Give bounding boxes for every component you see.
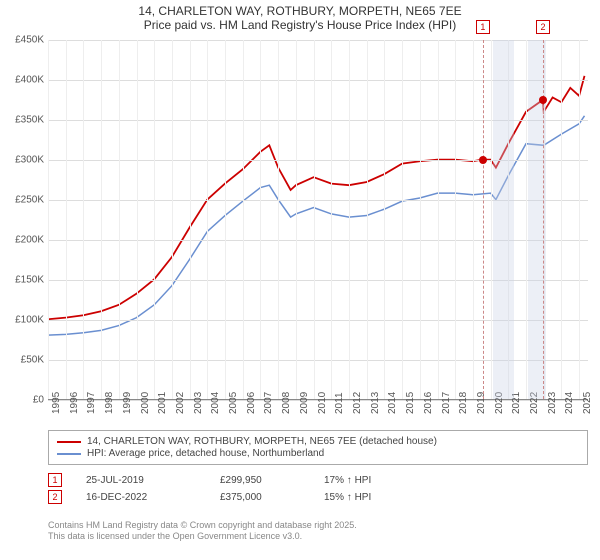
- y-axis-label: £400K: [0, 75, 44, 86]
- x-axis-label: 1999: [122, 392, 133, 414]
- x-axis-label: 2009: [299, 392, 310, 414]
- x-axis-label: 2024: [564, 392, 575, 414]
- y-axis-label: £350K: [0, 115, 44, 126]
- gridline-v: [154, 40, 155, 399]
- x-axis-label: 2002: [175, 392, 186, 414]
- transaction-marker-1: 1: [48, 473, 62, 487]
- footer-line-2: This data is licensed under the Open Gov…: [48, 531, 357, 542]
- gridline-v: [296, 40, 297, 399]
- gridline-v: [225, 40, 226, 399]
- gridline-v: [119, 40, 120, 399]
- gridline-v: [101, 40, 102, 399]
- chart-container: 14, CHARLETON WAY, ROTHBURY, MORPETH, NE…: [0, 0, 600, 560]
- transaction-price-2: £375,000: [220, 492, 300, 503]
- transaction-pct-1: 17% ↑ HPI: [324, 475, 414, 486]
- legend-row-hpi: HPI: Average price, detached house, Nort…: [57, 448, 579, 459]
- transaction-point-2: [539, 96, 547, 104]
- x-axis-label: 1998: [104, 392, 115, 414]
- gridline-v: [83, 40, 84, 399]
- footer-line-1: Contains HM Land Registry data © Crown c…: [48, 520, 357, 531]
- x-axis-label: 2012: [352, 392, 363, 414]
- transaction-date-1: 25-JUL-2019: [86, 475, 196, 486]
- gridline-v: [66, 40, 67, 399]
- x-axis-label: 2013: [370, 392, 381, 414]
- shaded-region: [493, 40, 513, 399]
- y-axis-label: £100K: [0, 315, 44, 326]
- gridline-v: [331, 40, 332, 399]
- y-axis-label: £300K: [0, 155, 44, 166]
- legend-label-hpi: HPI: Average price, detached house, Nort…: [87, 448, 324, 459]
- transaction-date-2: 16-DEC-2022: [86, 492, 196, 503]
- transaction-vline: [543, 40, 544, 399]
- gridline-v: [473, 40, 474, 399]
- transactions-table: 1 25-JUL-2019 £299,950 17% ↑ HPI 2 16-DE…: [48, 470, 588, 507]
- x-axis-label: 2014: [387, 392, 398, 414]
- chart-plot-area: £0£50K£100K£150K£200K£250K£300K£350K£400…: [48, 40, 588, 400]
- gridline-v: [137, 40, 138, 399]
- title-line-1: 14, CHARLETON WAY, ROTHBURY, MORPETH, NE…: [10, 4, 590, 18]
- x-axis-label: 2007: [263, 392, 274, 414]
- y-axis-label: £200K: [0, 235, 44, 246]
- transaction-point-1: [479, 156, 487, 164]
- transaction-price-1: £299,950: [220, 475, 300, 486]
- y-axis-label: £0: [0, 395, 44, 406]
- x-axis-label: 2025: [582, 392, 593, 414]
- legend-label-price-paid: 14, CHARLETON WAY, ROTHBURY, MORPETH, NE…: [87, 436, 437, 447]
- gridline-v: [579, 40, 580, 399]
- x-axis-label: 1995: [51, 392, 62, 414]
- x-axis-label: 2003: [193, 392, 204, 414]
- x-axis-label: 2010: [317, 392, 328, 414]
- x-axis-label: 2017: [441, 392, 452, 414]
- y-axis-label: £450K: [0, 35, 44, 46]
- gridline-v: [172, 40, 173, 399]
- x-axis-label: 2018: [458, 392, 469, 414]
- x-axis-label: 1996: [69, 392, 80, 414]
- x-axis-label: 2015: [405, 392, 416, 414]
- gridline-v: [367, 40, 368, 399]
- gridline-v: [561, 40, 562, 399]
- gridline-v: [278, 40, 279, 399]
- x-axis-label: 2006: [246, 392, 257, 414]
- gridline-v: [420, 40, 421, 399]
- gridline-v: [491, 40, 492, 399]
- gridline-v: [314, 40, 315, 399]
- transaction-row-1: 1 25-JUL-2019 £299,950 17% ↑ HPI: [48, 473, 588, 487]
- legend-swatch-hpi: [57, 453, 81, 455]
- y-axis-label: £150K: [0, 275, 44, 286]
- x-axis-label: 2001: [157, 392, 168, 414]
- x-axis-label: 2004: [210, 392, 221, 414]
- x-axis-label: 2008: [281, 392, 292, 414]
- gridline-v: [207, 40, 208, 399]
- x-axis-label: 2000: [140, 392, 151, 414]
- gridline-v: [190, 40, 191, 399]
- gridline-v: [438, 40, 439, 399]
- x-axis-label: 2005: [228, 392, 239, 414]
- x-axis-label: 2016: [423, 392, 434, 414]
- gridline-v: [48, 40, 49, 399]
- title-block: 14, CHARLETON WAY, ROTHBURY, MORPETH, NE…: [0, 0, 600, 34]
- legend-box: 14, CHARLETON WAY, ROTHBURY, MORPETH, NE…: [48, 430, 588, 465]
- x-axis-label: 2019: [476, 392, 487, 414]
- transaction-label-1: 1: [476, 20, 490, 34]
- transaction-row-2: 2 16-DEC-2022 £375,000 15% ↑ HPI: [48, 490, 588, 504]
- transaction-label-2: 2: [536, 20, 550, 34]
- transaction-marker-2: 2: [48, 490, 62, 504]
- legend-row-price-paid: 14, CHARLETON WAY, ROTHBURY, MORPETH, NE…: [57, 436, 579, 447]
- gridline-v: [455, 40, 456, 399]
- gridline-v: [384, 40, 385, 399]
- transaction-pct-2: 15% ↑ HPI: [324, 492, 414, 503]
- gridline-v: [402, 40, 403, 399]
- gridline-v: [349, 40, 350, 399]
- y-axis-label: £50K: [0, 355, 44, 366]
- footer-attribution: Contains HM Land Registry data © Crown c…: [48, 520, 357, 542]
- legend-swatch-price-paid: [57, 441, 81, 443]
- transaction-vline: [483, 40, 484, 399]
- gridline-v: [260, 40, 261, 399]
- x-axis-label: 1997: [86, 392, 97, 414]
- y-axis-label: £250K: [0, 195, 44, 206]
- gridline-v: [243, 40, 244, 399]
- x-axis-label: 2011: [334, 392, 345, 414]
- x-axis-label: 2023: [547, 392, 558, 414]
- title-line-2: Price paid vs. HM Land Registry's House …: [10, 18, 590, 32]
